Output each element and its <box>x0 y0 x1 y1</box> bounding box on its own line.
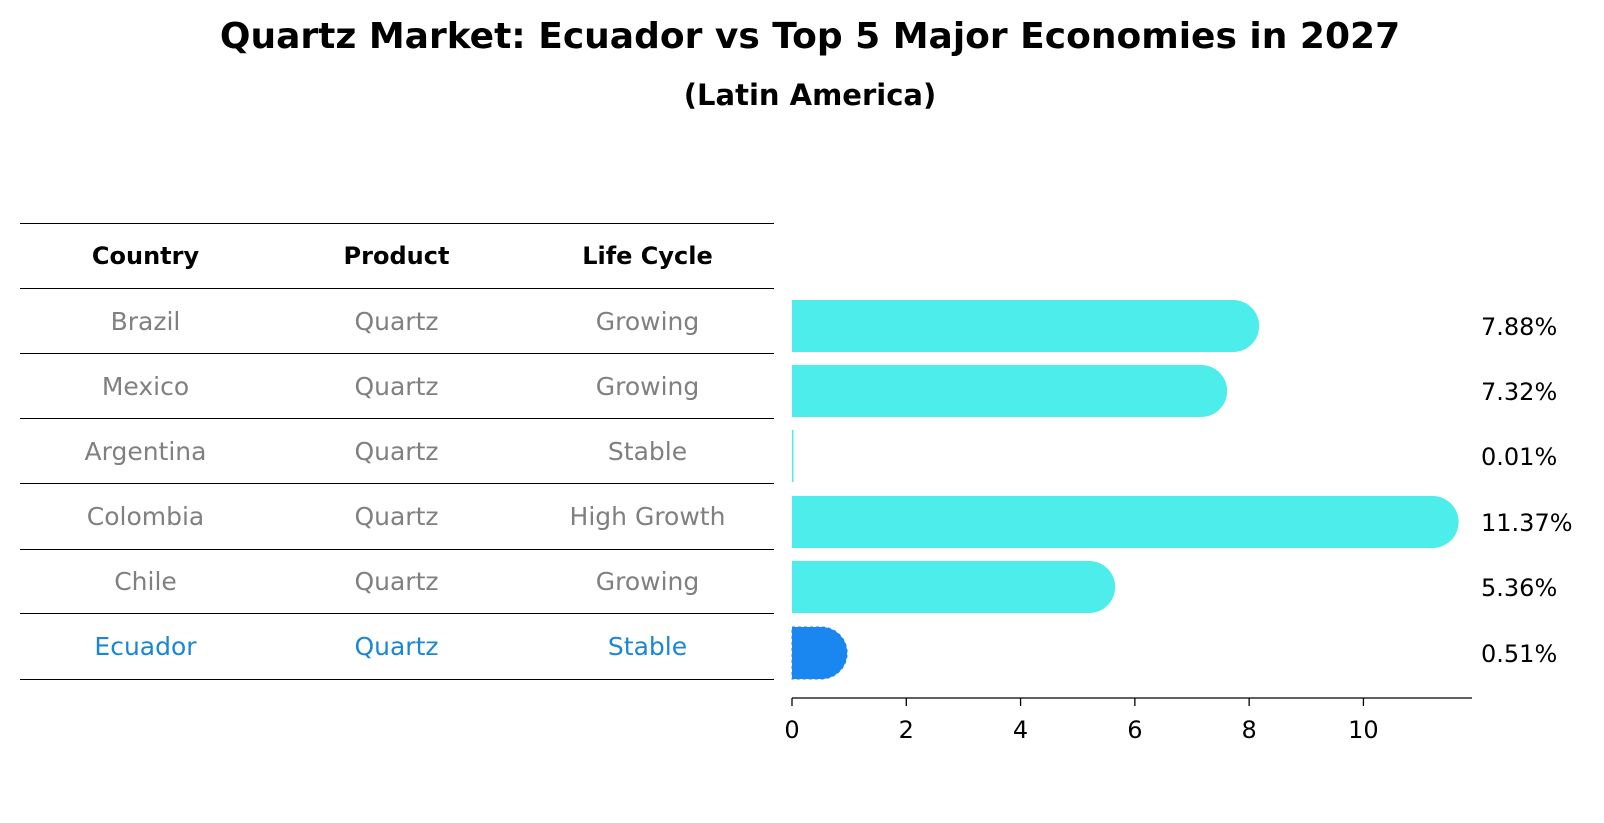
table-row: Chile Quartz Growing <box>20 549 774 615</box>
cell-product: Quartz <box>354 502 439 531</box>
header-life-cycle: Life Cycle <box>582 242 713 270</box>
table-rule <box>20 223 774 224</box>
chart-subtitle: (Latin America) <box>683 78 937 112</box>
table-rule <box>20 288 774 289</box>
header-country: Country <box>91 242 200 270</box>
table-rule <box>20 613 774 614</box>
x-tick-label: 4 <box>1013 716 1028 744</box>
bar-highlight <box>791 626 848 680</box>
table-rule <box>20 679 774 680</box>
cell-product: Quartz <box>354 632 439 661</box>
x-tick-label: 0 <box>784 716 799 744</box>
x-tick-label: 2 <box>899 716 914 744</box>
cell-product: Quartz <box>354 567 439 596</box>
x-tick-label: 8 <box>1242 716 1257 744</box>
bar <box>792 561 1116 613</box>
cell-life-cycle: Growing <box>595 567 700 596</box>
cell-product: Quartz <box>354 437 439 466</box>
cell-country: Chile <box>114 567 177 596</box>
table-row: Brazil Quartz Growing <box>20 289 774 355</box>
value-label: 7.32% <box>1481 378 1557 406</box>
cell-product: Quartz <box>354 372 439 401</box>
cell-country: Colombia <box>86 502 205 531</box>
chart-title: Quartz Market: Ecuador vs Top 5 Major Ec… <box>219 16 1401 57</box>
table-header-row: Country Product Life Cycle <box>20 223 774 289</box>
x-tick-label: 10 <box>1348 716 1379 744</box>
bar <box>792 300 1260 352</box>
table-row-highlight: Ecuador Quartz Stable <box>20 614 774 680</box>
value-label: 7.88% <box>1481 313 1557 341</box>
table-row: Argentina Quartz Stable <box>20 419 774 485</box>
table-row: Mexico Quartz Growing <box>20 354 774 420</box>
cell-country: Mexico <box>101 372 190 401</box>
value-label: 11.37% <box>1481 509 1573 537</box>
cell-life-cycle: High Growth <box>569 502 726 531</box>
cell-life-cycle: Growing <box>595 372 700 401</box>
header-product: Product <box>343 242 450 270</box>
table-row: Colombia Quartz High Growth <box>20 484 774 550</box>
value-label: 0.51% <box>1481 640 1557 668</box>
cell-product: Quartz <box>354 307 439 336</box>
table-rule <box>20 353 774 354</box>
table-rule <box>20 483 774 484</box>
cell-life-cycle: Growing <box>595 307 700 336</box>
cell-country: Argentina <box>84 437 207 466</box>
table-rule <box>20 549 774 550</box>
x-tick-label: 6 <box>1127 716 1142 744</box>
cell-life-cycle: Stable <box>607 632 688 661</box>
cell-country: Brazil <box>110 307 181 336</box>
bar <box>792 430 794 482</box>
cell-life-cycle: Stable <box>607 437 688 466</box>
bar <box>792 365 1228 417</box>
bar <box>792 496 1459 548</box>
value-label: 5.36% <box>1481 574 1557 602</box>
value-label: 0.01% <box>1481 443 1557 471</box>
table-rule <box>20 418 774 419</box>
cell-country: Ecuador <box>94 632 197 661</box>
